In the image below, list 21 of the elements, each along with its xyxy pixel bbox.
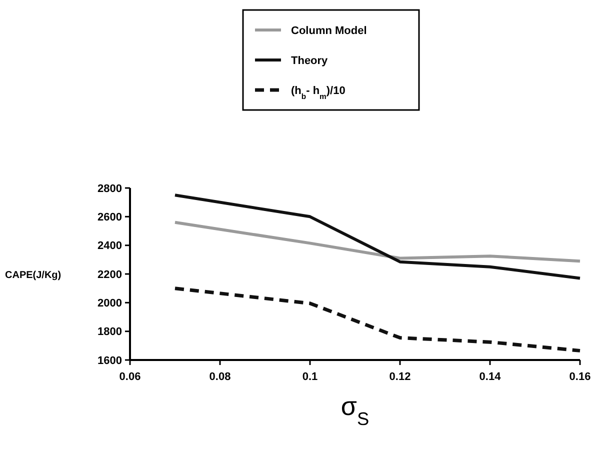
legend-label: Theory xyxy=(291,54,329,67)
y-axis-title: CAPE(J/Kg) xyxy=(5,270,62,281)
x-tick-label: 0.16 xyxy=(569,371,591,383)
x-tick-label: 0.08 xyxy=(209,371,231,383)
y-tick-label: 2800 xyxy=(98,182,122,195)
y-tick-label: 2600 xyxy=(98,212,122,224)
x-tick-label: 0.14 xyxy=(479,371,502,383)
y-tick-label: 2400 xyxy=(98,240,122,252)
x-tick-label: 0.12 xyxy=(389,371,411,383)
legend-label: Column Model xyxy=(291,24,367,37)
y-tick-label: 1800 xyxy=(98,326,122,338)
x-axis-title: σ$_{S}$ xyxy=(340,391,370,429)
line-series xyxy=(174,194,582,280)
x-tick-label: 0.1 xyxy=(302,371,318,383)
legend-label: (h$_{b}$- h$_{m}$)/10 xyxy=(291,84,346,100)
x-tick-label: 0.06 xyxy=(119,371,141,383)
line-series xyxy=(174,220,582,263)
line-series xyxy=(173,286,582,352)
y-tick-label: 2000 xyxy=(98,298,122,310)
y-tick-label: 1600 xyxy=(98,354,122,367)
y-tick-label: 2200 xyxy=(98,268,122,281)
